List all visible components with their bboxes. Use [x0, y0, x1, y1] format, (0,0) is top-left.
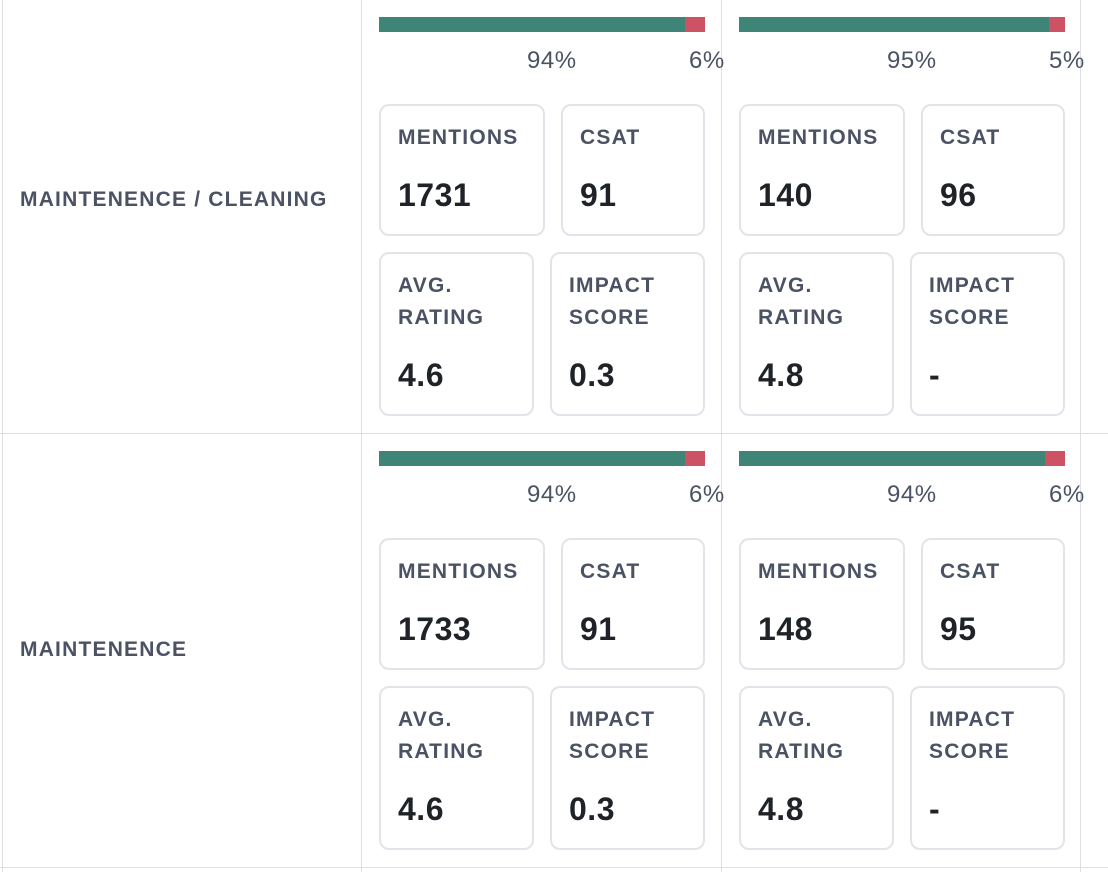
negative-percent: 6%	[1049, 481, 1085, 508]
row-label: MAINTENENCE	[20, 638, 188, 661]
csat-label: CSAT	[580, 126, 641, 149]
column-divider	[1080, 0, 1081, 872]
negative-segment	[1045, 451, 1065, 466]
impact-score-card: IMPACT SCORE -	[910, 252, 1065, 416]
row-divider	[0, 433, 1108, 434]
avg-rating-value: 4.8	[758, 357, 804, 393]
row-label: MAINTENENCE / CLEANING	[20, 188, 328, 211]
sentiment-bar	[739, 17, 1065, 32]
impact-score-card: IMPACT SCORE 0.3	[550, 686, 705, 850]
impact-score-label: IMPACT SCORE	[569, 274, 656, 329]
table-border-left	[2, 0, 3, 872]
column-divider	[361, 0, 362, 872]
avg-rating-card: AVG. RATING 4.8	[739, 252, 894, 416]
mentions-value: 148	[758, 611, 813, 647]
impact-score-value: -	[929, 357, 941, 393]
negative-percent: 5%	[1049, 47, 1085, 74]
csat-value: 96	[940, 177, 977, 213]
avg-rating-card: AVG. RATING 4.8	[739, 686, 894, 850]
mentions-value: 1733	[398, 611, 472, 647]
csat-value: 95	[940, 611, 977, 647]
csat-label: CSAT	[940, 560, 1001, 583]
column-divider	[721, 0, 722, 872]
row-divider	[0, 867, 1108, 868]
mentions-label: MENTIONS	[758, 560, 879, 583]
avg-rating-value: 4.6	[398, 791, 444, 827]
avg-rating-value: 4.6	[398, 357, 444, 393]
csat-label: CSAT	[940, 126, 1001, 149]
avg-rating-label: AVG. RATING	[758, 274, 845, 329]
negative-segment	[685, 17, 705, 32]
positive-percent: 95%	[887, 47, 937, 74]
impact-score-label: IMPACT SCORE	[929, 274, 1016, 329]
avg-rating-card: AVG. RATING 4.6	[379, 686, 534, 850]
impact-score-card: IMPACT SCORE 0.3	[550, 252, 705, 416]
impact-score-value: 0.3	[569, 791, 615, 827]
csat-card: CSAT 91	[561, 538, 705, 670]
sentiment-bar	[379, 17, 705, 32]
mentions-label: MENTIONS	[398, 126, 519, 149]
negative-segment	[685, 451, 705, 466]
mentions-label: MENTIONS	[758, 126, 879, 149]
avg-rating-label: AVG. RATING	[398, 708, 485, 763]
csat-card: CSAT 91	[561, 104, 705, 236]
mentions-card: MENTIONS 148	[739, 538, 905, 670]
impact-score-card: IMPACT SCORE -	[910, 686, 1065, 850]
sentiment-bar	[739, 451, 1065, 466]
positive-segment	[379, 451, 686, 466]
negative-percent: 6%	[689, 481, 725, 508]
sentiment-bar	[379, 451, 705, 466]
impact-score-label: IMPACT SCORE	[569, 708, 656, 763]
mentions-value: 1731	[398, 177, 472, 213]
positive-percent: 94%	[527, 47, 577, 74]
csat-label: CSAT	[580, 560, 641, 583]
impact-score-label: IMPACT SCORE	[929, 708, 1016, 763]
mentions-card: MENTIONS 140	[739, 104, 905, 236]
avg-rating-card: AVG. RATING 4.6	[379, 252, 534, 416]
mentions-label: MENTIONS	[398, 560, 519, 583]
csat-card: CSAT 95	[921, 538, 1065, 670]
negative-segment	[1048, 17, 1065, 32]
mentions-value: 140	[758, 177, 813, 213]
avg-rating-label: AVG. RATING	[758, 708, 845, 763]
csat-value: 91	[580, 177, 617, 213]
impact-score-value: -	[929, 791, 941, 827]
positive-segment	[739, 451, 1046, 466]
avg-rating-label: AVG. RATING	[398, 274, 485, 329]
positive-segment	[379, 17, 686, 32]
positive-segment	[739, 17, 1049, 32]
positive-percent: 94%	[527, 481, 577, 508]
mentions-card: MENTIONS 1733	[379, 538, 545, 670]
negative-percent: 6%	[689, 47, 725, 74]
csat-card: CSAT 96	[921, 104, 1065, 236]
positive-percent: 94%	[887, 481, 937, 508]
mentions-card: MENTIONS 1731	[379, 104, 545, 236]
csat-value: 91	[580, 611, 617, 647]
avg-rating-value: 4.8	[758, 791, 804, 827]
impact-score-value: 0.3	[569, 357, 615, 393]
